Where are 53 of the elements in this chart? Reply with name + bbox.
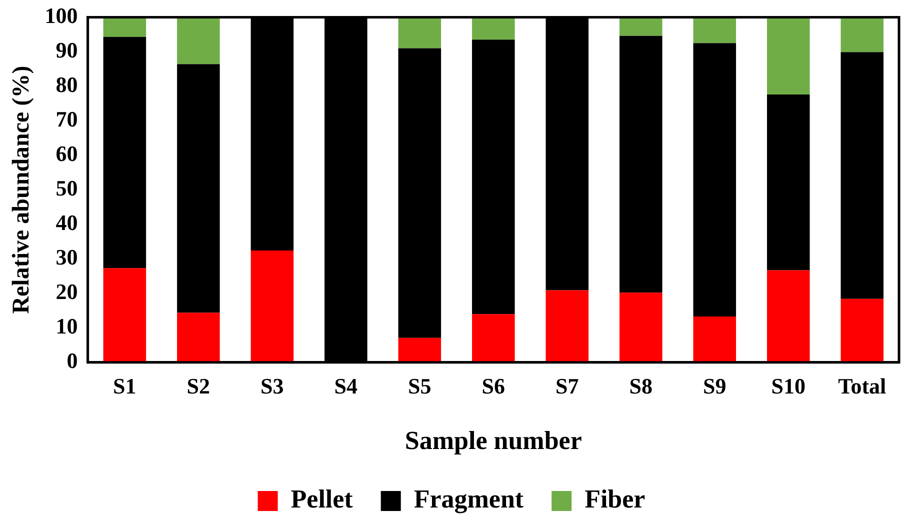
x-tick-label: S3	[260, 373, 284, 398]
y-tick-label: 40	[56, 210, 78, 236]
bar	[177, 312, 220, 362]
x-tick-label: S8	[629, 373, 653, 398]
bar	[840, 298, 884, 362]
bar	[546, 290, 589, 362]
bar	[620, 17, 662, 36]
bar	[840, 17, 884, 52]
x-tick-label: S9	[703, 373, 726, 398]
y-tick-label: 10	[56, 314, 78, 339]
y-tick-label: 70	[56, 106, 78, 132]
legend-label: Pellet	[290, 484, 354, 514]
legend-label: Fragment	[414, 484, 524, 514]
bar	[398, 338, 442, 362]
bar	[398, 17, 442, 48]
bar	[472, 17, 515, 40]
y-tick-label: 20	[56, 279, 78, 304]
bar	[177, 64, 220, 313]
x-tick-label: Total	[838, 373, 886, 398]
x-tick-label: S5	[408, 373, 432, 398]
bar	[693, 17, 736, 44]
x-tick-label: S1	[113, 373, 136, 398]
x-tick-label: S7	[556, 373, 579, 398]
bar	[177, 17, 220, 64]
bar	[620, 36, 662, 293]
bar	[766, 17, 810, 95]
bar	[250, 250, 294, 362]
bar	[103, 17, 146, 37]
bar	[398, 48, 442, 338]
y-axis-title: Relative abundance (%)	[8, 66, 35, 314]
x-tick-label: S4	[334, 373, 358, 398]
y-tick-label: 60	[56, 140, 78, 166]
bar	[472, 314, 515, 362]
y-tick-label: 80	[56, 72, 78, 97]
x-tick-label: S10	[771, 373, 806, 398]
y-tick-label: 90	[56, 37, 78, 62]
bar	[693, 43, 736, 316]
bar	[766, 270, 810, 362]
y-tick-label: 30	[56, 244, 78, 270]
x-tick-label: S6	[482, 373, 506, 398]
y-tick-label: 100	[44, 2, 78, 28]
bar	[472, 40, 515, 314]
x-tick-label: S2	[186, 373, 210, 398]
y-tick-label: 50	[56, 175, 78, 200]
bar	[840, 52, 884, 299]
bar	[766, 94, 810, 270]
bar	[103, 268, 146, 362]
y-tick-label: 0	[66, 348, 78, 374]
legend-label: Fiber	[584, 484, 646, 514]
x-axis-title: Sample number	[404, 426, 582, 456]
bar	[620, 292, 662, 362]
bar	[693, 316, 736, 362]
bar	[103, 36, 146, 268]
